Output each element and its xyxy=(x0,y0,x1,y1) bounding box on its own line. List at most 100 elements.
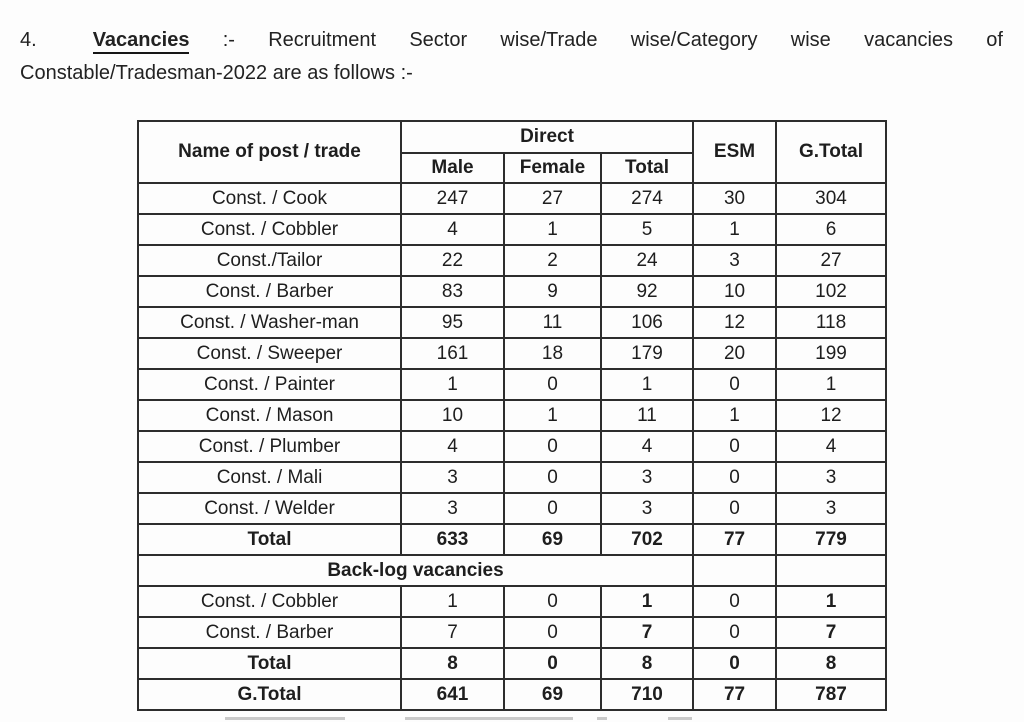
cell-total-label: Total xyxy=(137,647,402,680)
cell-female: 0 xyxy=(503,368,602,401)
cell-esm: 12 xyxy=(692,306,778,339)
header-female: Female xyxy=(503,152,602,184)
header-row-2: Male Female Total xyxy=(138,152,886,184)
cell-trade: Const./Tailor xyxy=(137,244,402,277)
cell-male: 1 xyxy=(400,585,505,618)
table-row: Const. / Cook 247 27 274 30 304 xyxy=(137,182,888,215)
table-row: Const. / Mason 10 1 11 1 12 xyxy=(137,399,888,432)
cell-male: 83 xyxy=(400,275,505,308)
grand-total-row: G.Total 641 69 710 77 787 xyxy=(137,678,888,711)
vacancies-table: Name of post / trade Direct ESM G.Total … xyxy=(136,120,888,711)
cell-total: 179 xyxy=(599,337,695,370)
cell-total: 24 xyxy=(599,244,695,277)
table-row: Const. / Sweeper 161 18 179 20 199 xyxy=(137,337,888,370)
cell-gtotal: 304 xyxy=(775,182,888,215)
cell-trade: Const. / Mali xyxy=(137,461,402,494)
cell-female: 69 xyxy=(503,678,602,711)
header-name-of-post: Name of post / trade xyxy=(137,120,402,184)
cell-total: 92 xyxy=(599,275,695,308)
cell-total-label: Total xyxy=(137,523,402,556)
cell-female: 1 xyxy=(503,213,602,246)
cell-trade: Const. / Sweeper xyxy=(137,337,402,370)
cell-gtotal: 3 xyxy=(775,461,888,494)
cell-total: 274 xyxy=(599,182,695,215)
cell-female: 27 xyxy=(503,182,602,215)
header-gtotal: G.Total xyxy=(775,120,888,184)
cell-male: 95 xyxy=(400,306,505,339)
table-row: Const. / Mali 3 0 3 0 3 xyxy=(137,461,888,494)
cell-esm-empty xyxy=(692,554,778,587)
cell-esm: 1 xyxy=(692,399,778,432)
cell-female: 0 xyxy=(503,647,602,680)
table-row: Const. / Plumber 4 0 4 0 4 xyxy=(137,430,888,463)
cell-total: 1 xyxy=(599,585,695,618)
cell-gtotal: 779 xyxy=(775,523,888,556)
cell-esm: 10 xyxy=(692,275,778,308)
cell-gtotal: 1 xyxy=(775,585,888,618)
table-row: Const. / Barber 7 0 7 0 7 xyxy=(137,616,888,649)
cell-male: 7 xyxy=(400,616,505,649)
cell-total: 4 xyxy=(599,430,695,463)
heading-line-2: Constable/Tradesman-2022 are as follows … xyxy=(20,62,413,84)
cell-female: 0 xyxy=(503,585,602,618)
cell-total: 1 xyxy=(599,368,695,401)
cell-esm: 77 xyxy=(692,523,778,556)
cell-female: 69 xyxy=(503,523,602,556)
cell-total: 8 xyxy=(599,647,695,680)
cell-trade: Const. / Barber xyxy=(137,616,402,649)
cell-male: 22 xyxy=(400,244,505,277)
cell-trade: Const. / Cobbler xyxy=(137,585,402,618)
cell-trade: Const. / Plumber xyxy=(137,430,402,463)
cell-esm: 20 xyxy=(692,337,778,370)
cell-trade: Const. / Cobbler xyxy=(137,213,402,246)
cell-esm: 0 xyxy=(692,616,778,649)
cell-total: 702 xyxy=(599,523,695,556)
cell-trade: Const. / Washer-man xyxy=(137,306,402,339)
cell-esm: 77 xyxy=(692,678,778,711)
cell-gtotal-label: G.Total xyxy=(137,678,402,711)
cell-trade: Const. / Cook xyxy=(137,182,402,215)
cell-female: 18 xyxy=(503,337,602,370)
cell-total: 7 xyxy=(599,616,695,649)
cell-trade: Const. / Barber xyxy=(137,275,402,308)
cell-gtotal: 8 xyxy=(775,647,888,680)
cell-esm: 0 xyxy=(692,492,778,525)
cell-esm: 0 xyxy=(692,430,778,463)
cutoff-text-fragment xyxy=(668,717,692,720)
header-esm: ESM xyxy=(692,120,778,184)
cell-total: 106 xyxy=(599,306,695,339)
cell-esm: 0 xyxy=(692,461,778,494)
cell-male: 1 xyxy=(400,368,505,401)
cell-gtotal: 199 xyxy=(775,337,888,370)
cell-male: 641 xyxy=(400,678,505,711)
cell-male: 10 xyxy=(400,399,505,432)
cell-gtotal: 12 xyxy=(775,399,888,432)
cell-total: 3 xyxy=(599,461,695,494)
cell-esm: 0 xyxy=(692,368,778,401)
cell-gtotal: 1 xyxy=(775,368,888,401)
backlog-section-row: Back-log vacancies xyxy=(136,554,888,587)
cell-trade: Const. / Welder xyxy=(137,492,402,525)
section-title: Vacancies xyxy=(92,29,190,54)
cell-gtotal-empty xyxy=(775,554,888,587)
cutoff-text-fragment xyxy=(597,717,607,720)
table-row: Const. / Cobbler 4 1 5 1 6 xyxy=(137,213,888,246)
cell-female: 11 xyxy=(503,306,602,339)
total-row: Total 633 69 702 77 779 xyxy=(137,523,888,556)
cell-gtotal: 27 xyxy=(775,244,888,277)
cell-male: 3 xyxy=(400,461,505,494)
cell-male: 8 xyxy=(400,647,505,680)
table-row: Const. / Painter 1 0 1 0 1 xyxy=(137,368,888,401)
cell-male: 3 xyxy=(400,492,505,525)
cell-esm: 30 xyxy=(692,182,778,215)
cell-gtotal: 118 xyxy=(775,306,888,339)
cell-esm: 0 xyxy=(692,647,778,680)
cell-female: 0 xyxy=(503,616,602,649)
cell-male: 4 xyxy=(400,430,505,463)
heading-text-rest: :- Recruitment Sector wise/Trade wise/Ca… xyxy=(222,29,1003,51)
heading-line-1: 4. Vacancies :- Recruitment Sector wise/T… xyxy=(20,24,1003,57)
cell-female: 1 xyxy=(503,399,602,432)
table-row: Const./Tailor 22 2 24 3 27 xyxy=(137,244,888,277)
cell-gtotal: 4 xyxy=(775,430,888,463)
